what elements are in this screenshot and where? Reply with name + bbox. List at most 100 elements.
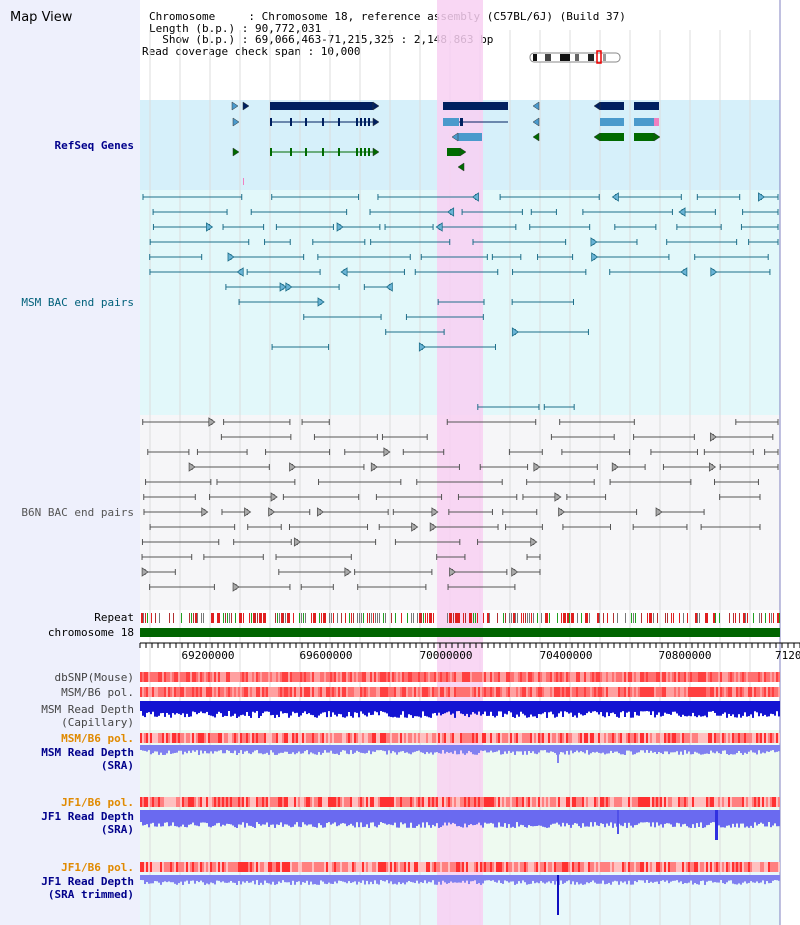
strand-arrow[interactable] [532,101,540,111]
gene-model[interactable] [634,102,659,110]
strand-arrow[interactable] [372,101,380,111]
strand-arrow[interactable] [653,132,661,142]
track-label-msm-bac[interactable]: MSM BAC end pairs [21,296,134,309]
track-label-jf1-b6-pol-1[interactable]: JF1/B6 pol. [61,796,134,809]
strand-arrow[interactable] [231,101,239,111]
gene-utr[interactable] [654,118,659,126]
bac-end-marker[interactable] [511,567,519,577]
gene-model[interactable] [600,102,624,110]
gene-model[interactable] [600,133,624,141]
strand-arrow[interactable] [451,132,459,142]
bac-end-marker[interactable] [383,447,391,457]
gene-exon[interactable] [360,118,362,126]
bac-end-marker[interactable] [655,507,663,517]
track-label-refseq[interactable]: RefSeq Genes [54,139,134,152]
gene-exon[interactable] [290,118,292,126]
gene-exon[interactable] [322,118,324,126]
bac-end-marker[interactable] [285,282,293,292]
gene-exon[interactable] [338,148,340,156]
bac-end-marker[interactable] [558,507,566,517]
gene-model[interactable] [634,118,654,126]
bac-end-marker[interactable] [471,192,479,202]
bac-end-marker[interactable] [208,417,216,427]
gene-model[interactable] [600,118,624,126]
bac-end-marker[interactable] [591,252,599,262]
bac-end-marker[interactable] [533,462,541,472]
bac-end-marker[interactable] [429,522,437,532]
gene-model[interactable] [443,118,459,126]
bac-end-marker[interactable] [709,432,718,442]
gene-model[interactable] [458,133,482,141]
bac-end-marker[interactable] [188,462,196,472]
bac-end-marker[interactable] [435,222,443,232]
bac-end-marker[interactable] [279,282,287,292]
bac-end-marker[interactable] [316,507,325,517]
strand-arrow[interactable] [457,162,465,172]
bac-end-marker[interactable] [206,222,214,232]
bac-end-marker[interactable] [590,237,598,247]
gene-exon[interactable] [356,118,358,126]
bac-end-marker[interactable] [336,222,344,232]
gene-model[interactable] [443,102,508,110]
bac-end-marker[interactable] [708,462,717,472]
bac-end-marker[interactable] [344,567,352,577]
gene-exon[interactable] [322,148,324,156]
bac-end-marker[interactable] [289,462,297,472]
gene-exon[interactable] [356,148,358,156]
bac-end-marker[interactable] [236,267,244,277]
gene-exon[interactable] [305,118,307,126]
gene-model[interactable] [447,148,460,156]
strand-arrow[interactable] [372,147,380,157]
bac-end-marker[interactable] [201,507,209,517]
gene-exon[interactable] [290,148,292,156]
bac-end-marker[interactable] [446,207,455,217]
bac-end-marker[interactable] [530,537,538,547]
bac-end-marker[interactable] [411,522,419,532]
strand-arrow[interactable] [232,117,240,127]
strand-arrow[interactable] [242,101,250,111]
track-label-chromosome[interactable]: chromosome 18 [47,626,134,639]
strand-arrow[interactable] [593,101,601,111]
track-label-msm-depth-capillary[interactable]: MSM Read Depth (Capillary) [41,703,134,729]
bac-end-marker[interactable] [293,537,302,547]
strand-arrow[interactable] [593,132,601,142]
bac-end-marker[interactable] [678,207,686,217]
strand-arrow[interactable] [532,117,540,127]
bac-end-marker[interactable] [611,192,619,202]
gene-exon[interactable] [364,118,366,126]
bac-end-marker[interactable] [270,492,278,502]
track-label-jf1-depth-sra[interactable]: JF1 Read Depth (SRA) [41,810,134,836]
strand-arrow[interactable] [232,147,240,157]
bac-end-marker[interactable] [449,567,457,577]
bac-end-marker[interactable] [227,252,235,262]
bac-end-marker[interactable] [317,297,325,307]
bac-end-marker[interactable] [710,267,718,277]
track-label-b6n-bac[interactable]: B6N BAC end pairs [21,506,134,519]
gene-exon[interactable] [360,148,362,156]
bac-end-marker[interactable] [418,342,427,352]
track-label-jf1-b6-pol-2[interactable]: JF1/B6 pol. [61,861,134,874]
bac-end-marker[interactable] [758,192,766,202]
bac-end-marker[interactable] [611,462,619,472]
strand-arrow[interactable] [459,147,467,157]
track-label-repeat[interactable]: Repeat [94,611,134,624]
gene-exon[interactable] [270,118,272,126]
strand-arrow[interactable] [372,117,380,127]
chromosome-bar[interactable] [140,628,780,637]
gene-exon[interactable] [338,118,340,126]
gene-exon[interactable] [460,118,463,126]
bac-end-marker[interactable] [511,327,520,337]
gene-exon[interactable] [270,148,272,156]
bac-end-marker[interactable] [232,582,240,592]
bac-end-marker[interactable] [385,282,393,292]
gene-exon[interactable] [368,148,370,156]
bac-end-marker[interactable] [431,507,439,517]
track-label-jf1-depth-trimmed[interactable]: JF1 Read Depth (SRA trimmed) [41,875,134,901]
bac-end-marker[interactable] [554,492,562,502]
bac-end-marker[interactable] [141,567,149,577]
track-label-msm-b6-pol-2[interactable]: MSM/B6 pol. [61,732,134,745]
gene-exon[interactable] [305,148,307,156]
strand-arrow[interactable] [532,132,540,142]
gene-exon[interactable] [364,148,366,156]
